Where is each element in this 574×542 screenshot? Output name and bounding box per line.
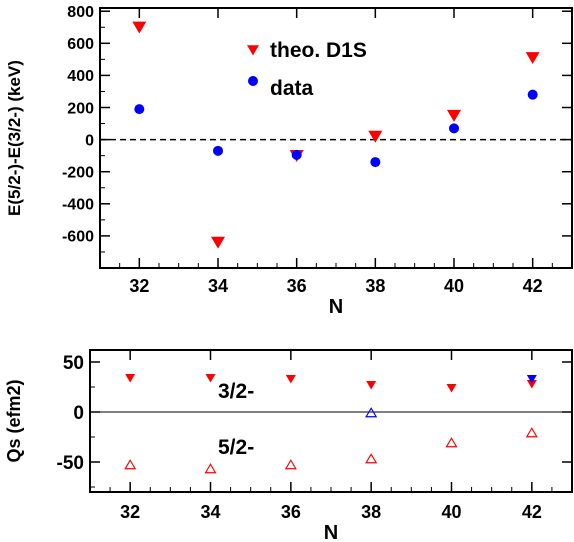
data-point-triangle-up-open: [284, 459, 297, 470]
legend-data-label: data: [270, 77, 314, 100]
x-tick-label: 38: [365, 276, 385, 296]
data-point-circle: [213, 145, 223, 156]
y-tick-label: 200: [67, 100, 94, 117]
data-point-triangle-up-open: [365, 407, 378, 418]
bottom-plot-frame: [89, 349, 573, 493]
x-tick-label: 40: [444, 276, 464, 296]
data-point-triangle-up-open: [124, 459, 137, 470]
data-point-circle: [291, 149, 302, 160]
data-point-triangle-down: [366, 381, 377, 390]
x-tick-label: 40: [441, 502, 461, 522]
legend: theo. D1S data: [247, 39, 367, 100]
top-x-axis-label: N: [329, 296, 343, 318]
x-tick-label: 32: [120, 502, 140, 522]
data-point-triangle-down: [526, 380, 537, 389]
data-point-circle: [527, 89, 538, 100]
x-tick-label: 38: [361, 502, 381, 522]
annotation-5-2-minus: 5/2-: [218, 436, 254, 459]
x-tick-label: 42: [522, 502, 542, 522]
data-point-triangle-down: [125, 374, 136, 383]
y-tick-label: 600: [67, 36, 94, 53]
y-tick-label: 800: [67, 4, 94, 21]
y-tick-label: 0: [85, 132, 94, 149]
data-point-triangle-up-open: [365, 453, 378, 464]
x-tick-label: 42: [523, 276, 543, 296]
legend-theory-label: theo. D1S: [270, 39, 367, 62]
data-point-triangle-down: [211, 236, 225, 249]
data-point-triangle-down: [285, 375, 296, 384]
data-point-circle: [449, 123, 459, 134]
data-point-triangle-down: [205, 374, 216, 383]
bottom-axis-ticks: 32 34 36 38 40 42 50 0 -50: [57, 350, 573, 522]
x-tick-label: 36: [287, 276, 307, 296]
data-point-triangle-up-open: [204, 463, 217, 474]
y-tick-label: -400: [62, 197, 94, 214]
top-y-axis-label: E(5/2-)-E(3/2-) (keV): [5, 60, 24, 216]
bottom-y-axis-label: Qs (efm2): [4, 379, 24, 462]
quadrupole-moment-panel: 32 34 36 38 40 42 50 0 -50 N Qs (efm2) 3/2- 5/2-: [4, 349, 573, 542]
y-tick-label: -600: [62, 229, 94, 246]
x-tick-label: 32: [129, 276, 149, 296]
top-data-marks: [132, 21, 540, 249]
top-axis-ticks: 32 34 36 38 40 42 800 600 400 200 0 -200 -400 -600: [62, 4, 573, 296]
x-tick-label: 34: [200, 502, 220, 522]
y-tick-label: 0: [73, 403, 84, 424]
y-tick-label: 400: [67, 68, 94, 85]
data-point-triangle-down: [132, 21, 147, 34]
data-point-triangle-down: [368, 130, 383, 143]
data-point-triangle-down: [446, 384, 457, 393]
bottom-x-axis-label: N: [324, 522, 338, 542]
annotation-3-2-minus: 3/2-: [218, 380, 254, 403]
bottom-data-marks: [124, 374, 538, 474]
data-point-triangle-down: [447, 109, 461, 122]
data-point-circle: [370, 157, 381, 168]
data-point-triangle-up-open: [525, 427, 538, 438]
y-tick-label: -200: [62, 164, 94, 181]
data-point-circle: [134, 104, 145, 115]
data-point-triangle-down: [525, 52, 540, 65]
legend-data-marker: [248, 76, 258, 86]
x-tick-label: 34: [208, 276, 228, 296]
y-tick-label: 50: [63, 353, 84, 374]
y-tick-label: -50: [57, 453, 84, 474]
data-point-triangle-down: [526, 375, 537, 384]
legend-theory-marker: [247, 45, 259, 56]
x-tick-label: 36: [281, 502, 301, 522]
data-point-triangle-up-open: [445, 437, 458, 448]
